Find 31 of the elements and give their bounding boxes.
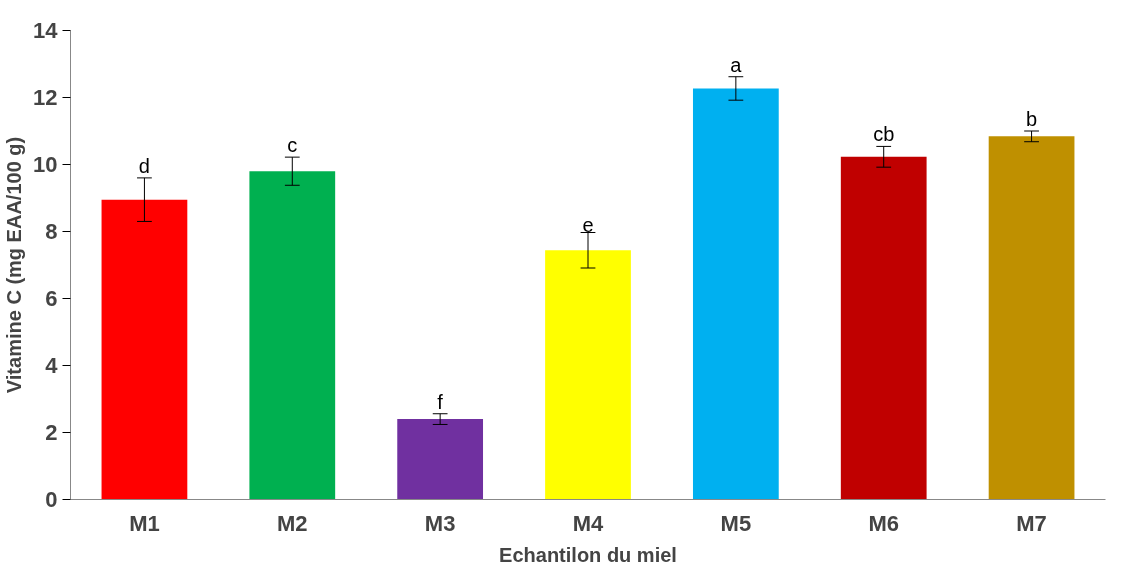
x-tick-label: M5 (720, 510, 752, 536)
bar (397, 419, 484, 500)
x-tick-label: M1 (129, 510, 160, 536)
y-tick-label: 6 (45, 286, 58, 311)
annotation: c (287, 134, 298, 157)
y-tick-label: 4 (45, 353, 59, 378)
x-tick-label: M6 (868, 510, 899, 536)
bar (249, 171, 336, 500)
y-tick-label: 2 (45, 420, 58, 445)
x-tick-label: M3 (424, 510, 456, 536)
y-axis-title: Vitamine C (mg EAA/100 g) (3, 136, 26, 394)
bar (692, 88, 779, 500)
bar (988, 136, 1075, 500)
x-tick-label: M4 (572, 510, 605, 536)
bar (101, 199, 188, 500)
x-tick-label: M2 (277, 510, 308, 536)
bar (840, 156, 927, 500)
annotation: e (582, 213, 594, 236)
y-tick-label: 10 (33, 152, 58, 177)
bar (545, 250, 631, 500)
annotation: d (138, 154, 150, 177)
y-tick-label: 8 (45, 219, 58, 244)
y-tick-label: 14 (33, 18, 59, 43)
annotation: a (730, 53, 743, 76)
y-tick-label: 0 (45, 487, 58, 512)
annotation: b (1026, 108, 1038, 130)
y-tick-label: 12 (33, 85, 58, 110)
annotation: cb (873, 123, 895, 146)
annotation: f (437, 390, 444, 413)
x-axis-title: Echantilon du miel (499, 543, 677, 566)
x-tick-label: M7 (1016, 510, 1047, 536)
